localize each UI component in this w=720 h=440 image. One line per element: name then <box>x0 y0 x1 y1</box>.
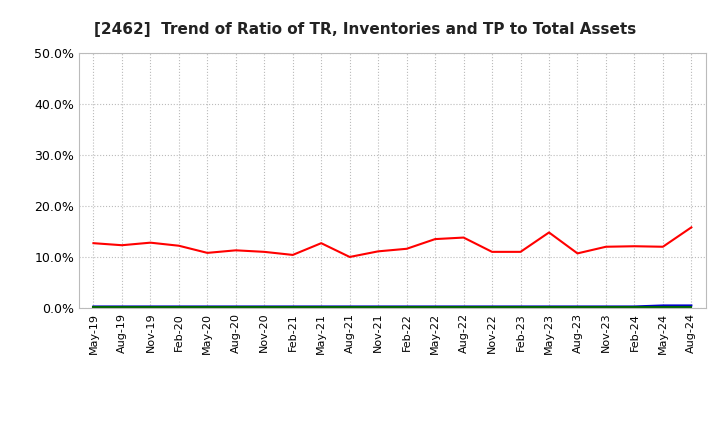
Trade Receivables <box>374 249 382 254</box>
Trade Payables <box>602 304 611 310</box>
Inventories <box>174 304 183 309</box>
Trade Receivables <box>402 246 411 251</box>
Inventories <box>260 304 269 309</box>
Trade Payables <box>174 304 183 310</box>
Trade Receivables <box>203 250 212 256</box>
Trade Receivables <box>687 225 696 230</box>
Trade Receivables <box>573 251 582 256</box>
Inventories <box>317 304 325 309</box>
Trade Payables <box>289 304 297 310</box>
Trade Receivables <box>459 235 468 240</box>
Inventories <box>630 304 639 309</box>
Inventories <box>374 304 382 309</box>
Trade Receivables <box>630 244 639 249</box>
Inventories <box>487 304 496 309</box>
Trade Receivables <box>289 252 297 257</box>
Line: Inventories: Inventories <box>94 305 691 307</box>
Inventories <box>117 304 126 309</box>
Trade Payables <box>89 304 98 310</box>
Trade Receivables <box>260 249 269 254</box>
Line: Trade Receivables: Trade Receivables <box>94 227 691 257</box>
Inventories <box>203 304 212 309</box>
Trade Receivables <box>487 249 496 254</box>
Trade Receivables <box>232 248 240 253</box>
Inventories <box>516 304 525 309</box>
Inventories <box>545 304 554 309</box>
Trade Payables <box>659 304 667 310</box>
Trade Payables <box>573 304 582 310</box>
Trade Receivables <box>89 241 98 246</box>
Trade Receivables <box>346 254 354 260</box>
Inventories <box>232 304 240 309</box>
Trade Payables <box>146 304 155 310</box>
Trade Payables <box>117 304 126 310</box>
Trade Payables <box>516 304 525 310</box>
Trade Payables <box>374 304 382 310</box>
Trade Payables <box>431 304 439 310</box>
Trade Payables <box>487 304 496 310</box>
Trade Receivables <box>659 244 667 249</box>
Trade Receivables <box>602 244 611 249</box>
Trade Receivables <box>174 243 183 248</box>
Inventories <box>431 304 439 309</box>
Inventories <box>346 304 354 309</box>
Trade Payables <box>459 304 468 310</box>
Trade Payables <box>232 304 240 310</box>
Inventories <box>402 304 411 309</box>
Inventories <box>459 304 468 309</box>
Trade Payables <box>203 304 212 310</box>
Trade Payables <box>402 304 411 310</box>
Trade Payables <box>346 304 354 310</box>
Inventories <box>289 304 297 309</box>
Inventories <box>687 303 696 308</box>
Inventories <box>602 304 611 309</box>
Inventories <box>573 304 582 309</box>
Inventories <box>659 303 667 308</box>
Trade Receivables <box>431 236 439 242</box>
Trade Receivables <box>516 249 525 254</box>
Inventories <box>89 304 98 309</box>
Trade Receivables <box>146 240 155 246</box>
Trade Payables <box>260 304 269 310</box>
Trade Receivables <box>117 242 126 248</box>
Trade Receivables <box>545 230 554 235</box>
Trade Payables <box>317 304 325 310</box>
Trade Receivables <box>317 241 325 246</box>
Trade Payables <box>687 304 696 310</box>
Text: [2462]  Trend of Ratio of TR, Inventories and TP to Total Assets: [2462] Trend of Ratio of TR, Inventories… <box>94 22 636 37</box>
Trade Payables <box>545 304 554 310</box>
Inventories <box>146 304 155 309</box>
Trade Payables <box>630 304 639 310</box>
